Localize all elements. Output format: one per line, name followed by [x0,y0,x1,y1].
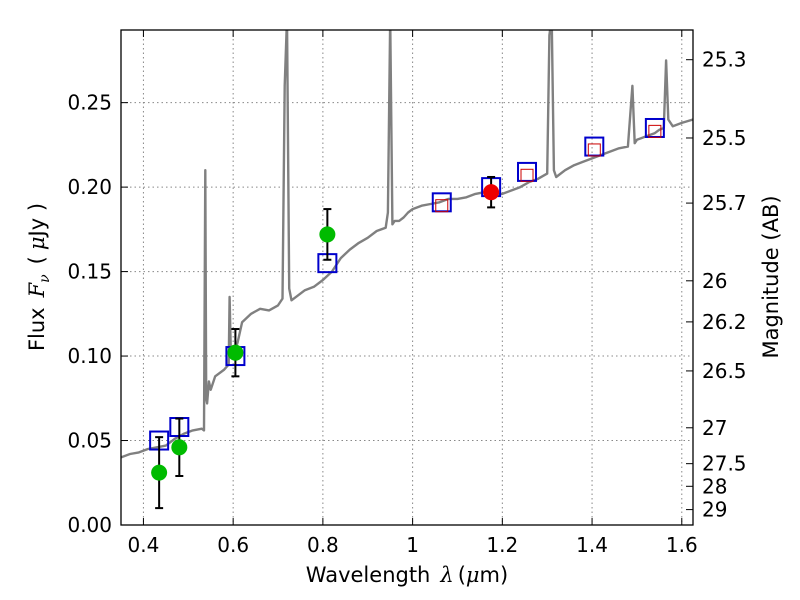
y-axis-label: FluxFν(μJy ) [25,203,53,351]
observed-point [319,226,336,243]
ticks: 0.4 0.6 0.8 1 1.2 1.4 1.6 0.00 0.05 0.10 0.15 0.20 0… [67,30,747,557]
y2-tick-label: 26.5 [702,359,747,383]
y2-axis-label: Magnitude (AB) [759,195,783,358]
series-layer [121,30,693,510]
y-tick-label: 0.15 [67,260,112,284]
x-tick-label: 1.4 [576,533,608,557]
observed-point [483,184,500,201]
plot-frame [120,29,694,526]
upper-limit-marker [587,143,601,157]
upper-limit-marker [435,199,449,213]
observed-point [151,464,168,481]
y2-tick-label: 25.5 [702,126,747,150]
x-tick-label: 1 [406,533,419,557]
y2-tick-label: 25.7 [702,191,747,215]
y2-tick-label: 28 [702,474,727,498]
y-tick-label: 0.05 [67,429,112,453]
upper-limit-marker [648,124,662,138]
x-tick-label: 0.6 [217,533,249,557]
y2-tick-label: 26 [702,269,727,293]
y-tick-label: 0.20 [67,175,112,199]
x-tick-label: 0.8 [307,533,339,557]
observed-point [227,344,244,361]
y-tick-label: 0.00 [67,513,112,537]
y2-tick-label: 27.5 [702,452,747,476]
observed-point [171,439,188,456]
y2-tick-label: 25.3 [702,48,747,72]
y-tick-label: 0.10 [67,344,112,368]
x-tick-label: 0.4 [128,533,160,557]
x-tick-label: 1.6 [666,533,698,557]
x-axis-label: Wavelength λ (μm) [306,563,508,587]
y2-tick-label: 29 [702,498,727,522]
x-tick-label: 1.2 [486,533,518,557]
plot-area [121,30,693,525]
upper-limit-marker [520,168,534,182]
y2-tick-label: 26.2 [702,310,747,334]
model-spectrum-line [121,30,693,459]
y-tick-label: 0.25 [67,91,112,115]
y2-tick-label: 27 [702,416,727,440]
